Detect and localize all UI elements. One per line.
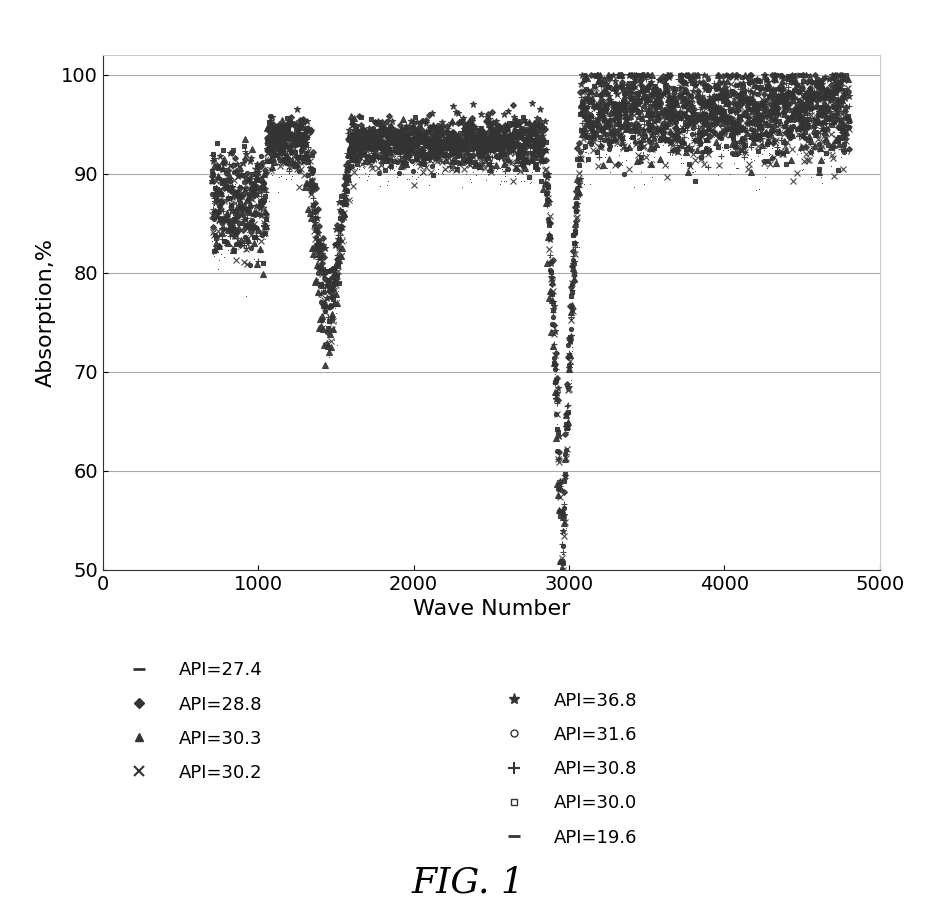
- Legend: API=36.8, API=31.6, API=30.8, API=30.0, API=19.6: API=36.8, API=31.6, API=30.8, API=30.0, …: [496, 691, 637, 846]
- X-axis label: Wave Number: Wave Number: [412, 599, 569, 619]
- Text: FIG. 1: FIG. 1: [411, 866, 524, 899]
- Y-axis label: Absorption,%: Absorption,%: [36, 238, 55, 387]
